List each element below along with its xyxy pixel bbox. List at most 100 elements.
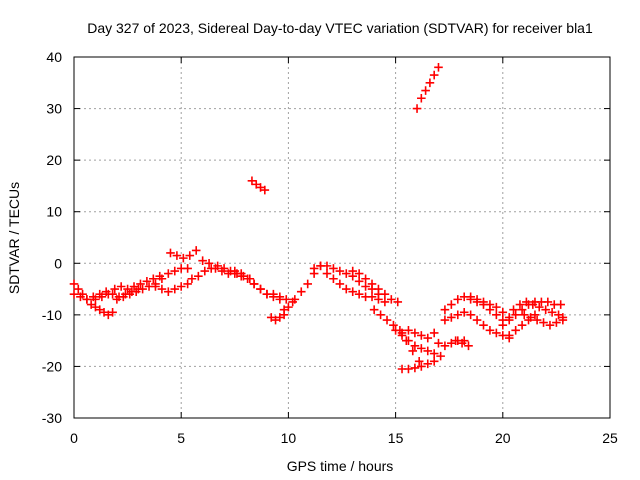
data-point [440, 315, 450, 325]
data-point [230, 266, 240, 276]
data-point [397, 328, 407, 338]
data-point [166, 248, 175, 258]
data-point [552, 318, 561, 327]
data-point [447, 300, 456, 309]
data-point [543, 297, 553, 307]
data-point [129, 282, 139, 291]
series-arc-4 [112, 264, 192, 304]
data-point [367, 279, 377, 289]
data-point [440, 305, 450, 314]
data-point [547, 307, 557, 317]
data-point [198, 256, 207, 266]
data-point [515, 300, 525, 309]
data-point [187, 274, 197, 284]
data-point [459, 336, 469, 345]
data-point [303, 279, 312, 289]
data-point [558, 315, 568, 325]
data-point [434, 63, 443, 72]
data-point [76, 292, 85, 302]
data-point [335, 279, 345, 289]
data-point [157, 274, 167, 284]
x-tick-label: 15 [388, 430, 404, 446]
data-point [417, 93, 426, 103]
data-point [423, 333, 433, 343]
y-axis-tick-labels: -30 -20 -10 0 10 20 30 40 [42, 49, 62, 426]
data-point [391, 326, 400, 335]
data-point [380, 297, 390, 307]
data-point [69, 289, 79, 299]
y-tick-label: 20 [46, 152, 62, 168]
data-point [348, 266, 358, 276]
y-tick-label: 0 [54, 255, 62, 271]
data-point [447, 313, 456, 322]
data-point [417, 331, 426, 340]
data-point [236, 269, 246, 278]
data-point [479, 297, 488, 307]
data-point [284, 302, 293, 312]
data-point [151, 282, 160, 291]
data-point [97, 292, 107, 302]
data-point [485, 326, 495, 335]
data-point [389, 320, 398, 330]
plot-frame [73, 56, 611, 419]
data-point [393, 297, 403, 307]
data-point [309, 264, 319, 273]
y-tick-label: 40 [46, 49, 62, 65]
data-point [73, 284, 83, 294]
data-point [410, 341, 420, 351]
data-point [429, 70, 439, 80]
x-tick-label: 5 [177, 430, 185, 446]
data-point [322, 261, 332, 271]
data-point [532, 315, 542, 325]
data-point [511, 326, 520, 335]
data-point [417, 362, 426, 371]
data-point [112, 295, 122, 304]
data-point [157, 284, 167, 294]
data-point [436, 351, 445, 361]
series-arc-16 [369, 305, 424, 366]
data-point [410, 363, 420, 373]
data-point [429, 328, 439, 338]
data-point [91, 295, 100, 304]
series-arc-28 [519, 310, 568, 330]
data-point [82, 295, 92, 304]
data-point [498, 320, 508, 330]
data-point [504, 315, 514, 325]
data-point [131, 287, 141, 296]
data-point [492, 328, 501, 338]
x-axis-label: GPS time / hours [287, 458, 394, 474]
data-point [125, 289, 135, 299]
data-point [509, 305, 518, 314]
data-point [404, 364, 413, 374]
data-point [110, 284, 120, 294]
data-point [341, 269, 351, 278]
data-point [472, 315, 482, 325]
series-arc-3 [91, 271, 165, 304]
data-point [200, 266, 210, 276]
data-point [275, 292, 285, 302]
data-point [423, 346, 433, 356]
data-point [191, 246, 201, 255]
data-point [423, 359, 433, 369]
data-point [522, 297, 531, 307]
data-point [408, 346, 418, 356]
y-tick-label: -20 [42, 358, 62, 374]
data-point [329, 274, 338, 284]
y-tick-label: 30 [46, 101, 62, 117]
data-point [417, 344, 426, 353]
series-arc-22 [440, 307, 514, 343]
data-point [348, 287, 358, 296]
data-point [453, 295, 463, 304]
y-tick-label: 10 [46, 204, 62, 220]
data-point [530, 310, 540, 320]
data-point [434, 338, 443, 348]
data-point [123, 284, 132, 294]
data-point [459, 307, 469, 317]
series-arc-8 [198, 256, 285, 304]
data-point [243, 274, 252, 284]
data-point [260, 185, 270, 195]
data-point [142, 277, 152, 286]
data-point [269, 289, 278, 299]
y-axis-label: SDTVAR / TECUs [6, 182, 22, 294]
